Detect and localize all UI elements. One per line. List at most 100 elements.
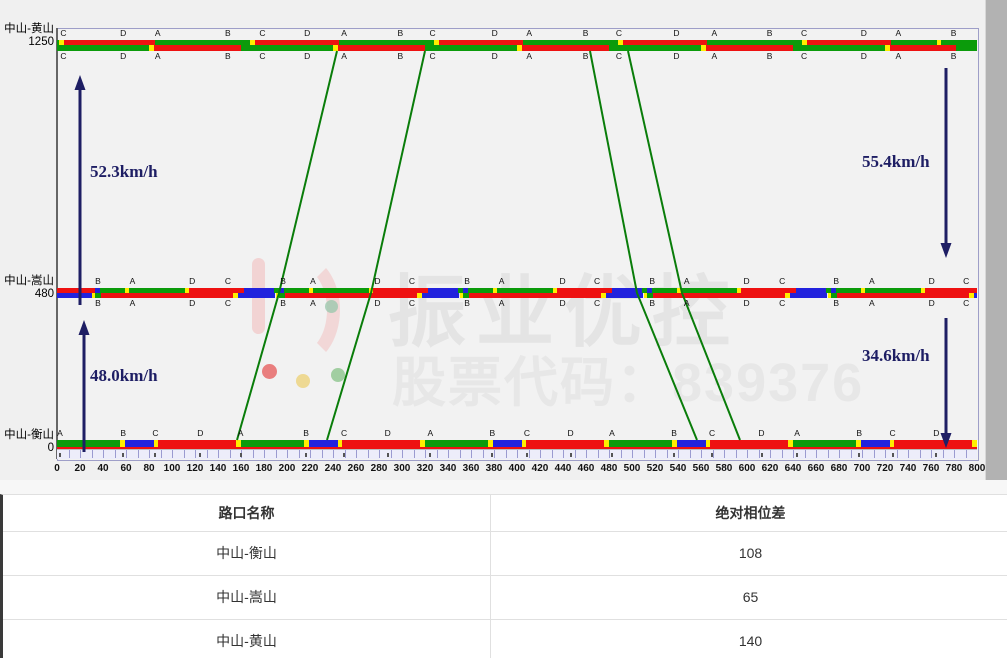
x-tick-label: 160 [232, 463, 250, 474]
phase-letter: D [567, 428, 574, 438]
phase-letter: D [120, 28, 127, 38]
right-scroll-strip[interactable] [985, 0, 1007, 480]
phase-letter: D [743, 298, 750, 308]
signal-segment [492, 288, 498, 293]
signal-segment [612, 288, 643, 293]
direction-arrow-up [78, 320, 90, 452]
direction-arrow-up [74, 75, 86, 305]
ruler-tick [367, 450, 369, 458]
ruler-tick [551, 450, 553, 458]
phase-letter: B [833, 276, 840, 286]
phase-letter: B [95, 298, 101, 308]
ruler-tick [747, 450, 748, 458]
signal-segment [925, 288, 977, 293]
phase-letter: B [766, 28, 773, 38]
phase-letter: C [224, 298, 231, 308]
x-tick-label: 40 [97, 463, 109, 474]
signal-segment [189, 288, 245, 293]
signal-segment [784, 293, 790, 298]
signal-segment [956, 45, 977, 51]
phase-letter: A [711, 28, 718, 38]
phase-letter: A [895, 28, 902, 38]
signal-segment [283, 288, 309, 293]
ruler-tick [597, 450, 599, 458]
signal-segment [710, 440, 789, 447]
y-label-huangshan: 中山-黄山 1250 [4, 23, 54, 48]
ruler-tick [218, 450, 219, 458]
signal-segment [342, 440, 421, 447]
signal-segment [741, 288, 797, 293]
phase-letter: D [559, 298, 566, 308]
signal-segment [736, 288, 742, 293]
ruler-tick [528, 450, 530, 458]
signal-segment [936, 40, 942, 45]
signal-segment [244, 288, 275, 293]
phase-letter: C [963, 276, 970, 286]
phase-letter: A [498, 298, 505, 308]
x-tick-label: 420 [531, 463, 549, 474]
phase-letter: A [310, 298, 316, 308]
ruler-phase-mark [122, 453, 125, 457]
ruler-tick [275, 450, 277, 458]
ruler-tick [390, 450, 392, 458]
table-row[interactable]: 中山-衡山 108 [3, 532, 1007, 576]
offset-table-section: 路口名称 绝对相位差 中山-衡山 108 中山-嵩山 65 中山-黄山 140 [0, 480, 1007, 658]
phase-letter: D [673, 28, 680, 38]
signal-segment [609, 45, 701, 51]
ruler-tick [735, 450, 737, 458]
speed-label-up-bottom: 48.0km/h [90, 366, 158, 385]
ruler-tick [379, 450, 380, 458]
watermark-logo-green-dot [331, 368, 345, 382]
signal-segment [421, 293, 460, 298]
signal-segment [681, 288, 737, 293]
signal-segment [605, 293, 644, 298]
ruler-phase-mark [796, 453, 799, 457]
x-tick-label: 740 [899, 463, 917, 474]
signal-segment [416, 293, 422, 298]
ruler-phase-mark [711, 453, 714, 457]
phase-letter: C [523, 428, 530, 438]
signal-segment [885, 45, 890, 51]
signal-segment [129, 288, 185, 293]
signal-segment [462, 293, 469, 298]
signal-segment [889, 45, 957, 51]
x-tick-label: 560 [692, 463, 710, 474]
signal-segment [57, 45, 149, 51]
table-header-row: 路口名称 绝对相位差 [3, 495, 1007, 532]
ruler-tick [298, 450, 300, 458]
signal-segment [438, 40, 523, 45]
phase-letter: B [950, 51, 957, 61]
x-tick-label: 520 [646, 463, 664, 474]
signal-segment [488, 440, 493, 447]
x-tick-label: 680 [830, 463, 848, 474]
ruler-tick [137, 450, 139, 458]
phase-letter: B [582, 28, 589, 38]
x-tick-label: 540 [669, 463, 687, 474]
table-row[interactable]: 中山-黄山 140 [3, 620, 1007, 658]
signal-segment [796, 288, 827, 293]
ruler-tick [149, 450, 150, 458]
signal-segment [425, 45, 517, 51]
signal-segment [304, 440, 309, 447]
signal-segment [149, 45, 154, 51]
ruler-phase-mark [59, 453, 61, 457]
phase-letter: A [129, 276, 136, 286]
phase-letter: D [928, 298, 935, 308]
signal-segment [308, 288, 314, 293]
speed-label-down-top: 55.4km/h [862, 152, 930, 171]
x-tick-label: 240 [324, 463, 342, 474]
cell-offset-value: 65 [742, 589, 759, 605]
phase-letter: B [950, 28, 957, 38]
green-wave-line [589, 50, 698, 441]
signal-segment [521, 45, 609, 51]
ruler-tick [758, 450, 760, 458]
ruler-tick [482, 450, 484, 458]
signal-segment [337, 45, 425, 51]
ruler-tick [724, 450, 725, 458]
table-row[interactable]: 中山-嵩山 65 [3, 576, 1007, 620]
signal-segment [284, 293, 417, 298]
speed-label-up-top: 52.3km/h [90, 162, 158, 181]
phase-letter: B [397, 28, 404, 38]
x-tick-label: 400 [508, 463, 526, 474]
signal-segment [57, 440, 121, 447]
